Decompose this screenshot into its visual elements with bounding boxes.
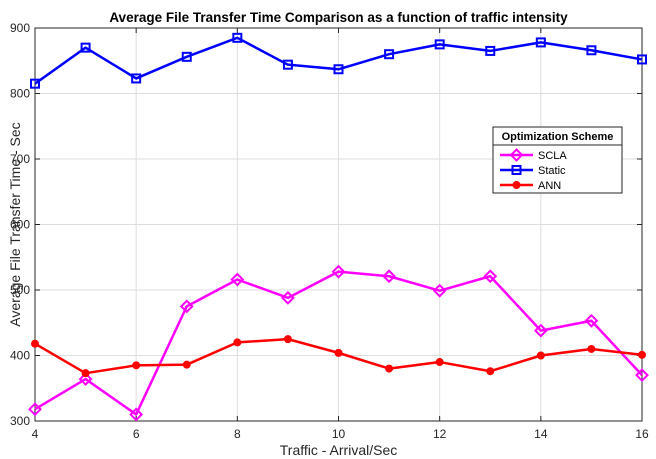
data-point-ann — [334, 348, 343, 357]
data-point-static — [232, 32, 243, 43]
series-static — [30, 32, 647, 89]
axis-ticks: 4 6 8 10 12 14 16 300 400 500 600 700 800 900 — [10, 21, 649, 441]
data-point-ann — [283, 335, 292, 344]
data-point-static — [434, 39, 445, 50]
legend-label-scla: SCLA — [538, 150, 567, 162]
x-tick-label: 6 — [133, 427, 140, 441]
data-point-static — [30, 78, 40, 89]
x-tick-label: 12 — [433, 427, 447, 441]
y-tick-label: 500 — [10, 283, 30, 297]
data-point-static — [181, 51, 192, 62]
series-line-static — [34, 36, 643, 85]
legend-marker-scla — [509, 148, 524, 162]
legend-item-scla: SCLA — [500, 148, 567, 162]
y-tick-label: 300 — [10, 414, 30, 428]
data-point-ann — [536, 351, 545, 360]
x-axis-label: Traffic - Arrival/Sec — [280, 442, 397, 458]
series-line-scla — [34, 270, 643, 416]
data-point-scla — [584, 313, 599, 328]
data-point-static — [131, 73, 142, 84]
data-point-static — [637, 54, 647, 65]
data-point-ann — [31, 339, 39, 348]
data-point-ann — [385, 364, 394, 373]
data-point-ann — [587, 344, 596, 353]
x-tick-label: 10 — [332, 427, 346, 441]
legend-marker-ann — [512, 181, 521, 189]
chart-title: Average File Transfer Time Comparison as… — [109, 10, 568, 25]
data-point-scla — [281, 290, 295, 305]
legend-marker-static — [511, 165, 522, 175]
data-point-scla — [483, 269, 498, 284]
data-point-scla — [635, 368, 649, 383]
y-tick-label: 600 — [10, 218, 30, 232]
data-point-scla — [28, 402, 42, 417]
data-point-scla — [230, 272, 245, 287]
legend-label-ann: ANN — [538, 180, 561, 192]
x-tick-label: 16 — [635, 427, 649, 441]
data-point-ann — [638, 350, 646, 359]
x-tick-label: 4 — [32, 427, 39, 441]
data-point-static — [586, 45, 597, 56]
data-point-static — [485, 45, 496, 56]
data-point-ann — [132, 361, 141, 370]
data-point-scla — [129, 407, 144, 422]
legend-title: Optimization Scheme — [502, 131, 614, 143]
y-axis-label: Average File Transfer Time - Sec — [7, 122, 23, 326]
x-tick-label: 14 — [534, 427, 548, 441]
legend-item-static: Static — [500, 165, 566, 177]
data-point-static — [535, 37, 546, 48]
data-point-scla — [179, 299, 194, 314]
series-scla — [28, 264, 649, 422]
legend: Optimization Scheme SCLA Static ANN — [492, 126, 623, 194]
y-tick-label: 700 — [10, 152, 30, 166]
data-point-scla — [331, 264, 346, 279]
legend-items: SCLA Static ANN — [500, 148, 567, 192]
series-group — [28, 32, 649, 422]
y-tick-label: 400 — [10, 349, 30, 363]
data-point-scla — [78, 372, 93, 386]
y-tick-label: 900 — [10, 21, 30, 35]
data-point-static — [80, 42, 91, 53]
data-point-ann — [182, 360, 191, 369]
data-point-static — [282, 59, 293, 70]
data-point-static — [384, 49, 395, 60]
y-tick-label: 800 — [10, 87, 30, 101]
legend-label-static: Static — [538, 165, 566, 177]
series-ann — [31, 335, 646, 378]
data-point-ann — [486, 367, 495, 376]
data-point-scla — [533, 323, 548, 338]
data-point-static — [333, 64, 344, 75]
data-point-ann — [435, 358, 444, 367]
data-point-scla — [432, 283, 447, 298]
data-point-scla — [382, 269, 396, 284]
x-tick-label: 8 — [234, 427, 241, 441]
data-point-ann — [81, 369, 90, 378]
legend-item-ann: ANN — [500, 180, 561, 192]
data-point-ann — [233, 338, 242, 347]
